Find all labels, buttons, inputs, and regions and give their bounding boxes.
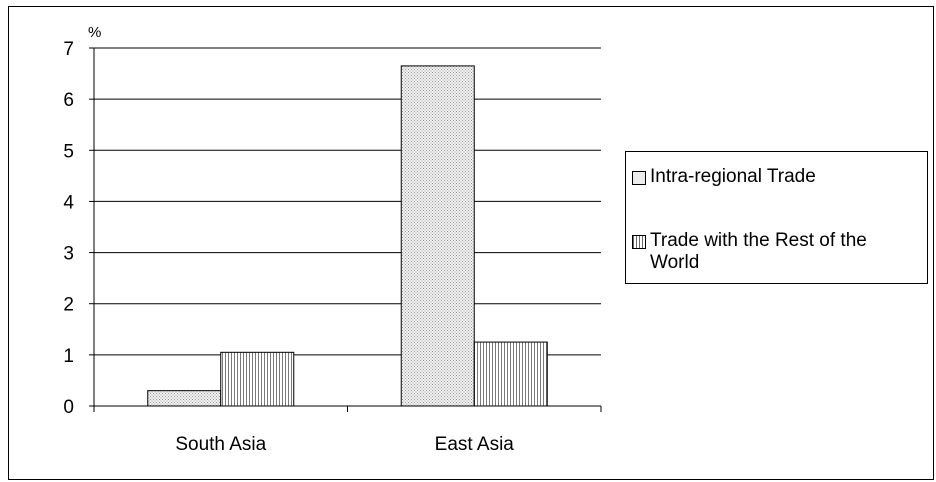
gridlines — [94, 47, 601, 356]
y-tick-label: 6 — [63, 90, 74, 111]
legend-swatch-lines — [632, 235, 646, 249]
y-tick-label: 5 — [63, 141, 74, 162]
y-tick-label: 0 — [63, 397, 74, 418]
x-tick-label: East Asia — [435, 434, 515, 455]
y-tick-label: 1 — [63, 346, 74, 367]
legend: Intra-regional Trade Trade with the Rest… — [625, 151, 928, 284]
bar-intra-regional-0 — [147, 390, 222, 407]
legend-label: Intra-regional Trade — [650, 166, 816, 187]
y-tick-label: 4 — [63, 192, 74, 213]
legend-label: Trade with the Rest of the World — [650, 230, 867, 273]
y-tick-label: 3 — [63, 244, 74, 265]
y-tick-label: 7 — [63, 39, 74, 60]
bar-rest-of-world-0 — [220, 351, 295, 407]
legend-item-intra-regional: Intra-regional Trade — [632, 166, 920, 188]
axes: 0 1 2 3 4 5 6 7 South Asia East Asia — [63, 39, 602, 455]
bar-rest-of-world-1 — [473, 341, 548, 407]
y-tick-label: 2 — [63, 295, 74, 316]
legend-item-rest-of-world: Trade with the Rest of the World — [632, 230, 920, 274]
bar-intra-regional-1 — [400, 65, 475, 407]
legend-swatch-dots — [632, 171, 646, 185]
x-tick-label: South Asia — [175, 434, 266, 455]
y-axis-label: % — [88, 24, 101, 41]
